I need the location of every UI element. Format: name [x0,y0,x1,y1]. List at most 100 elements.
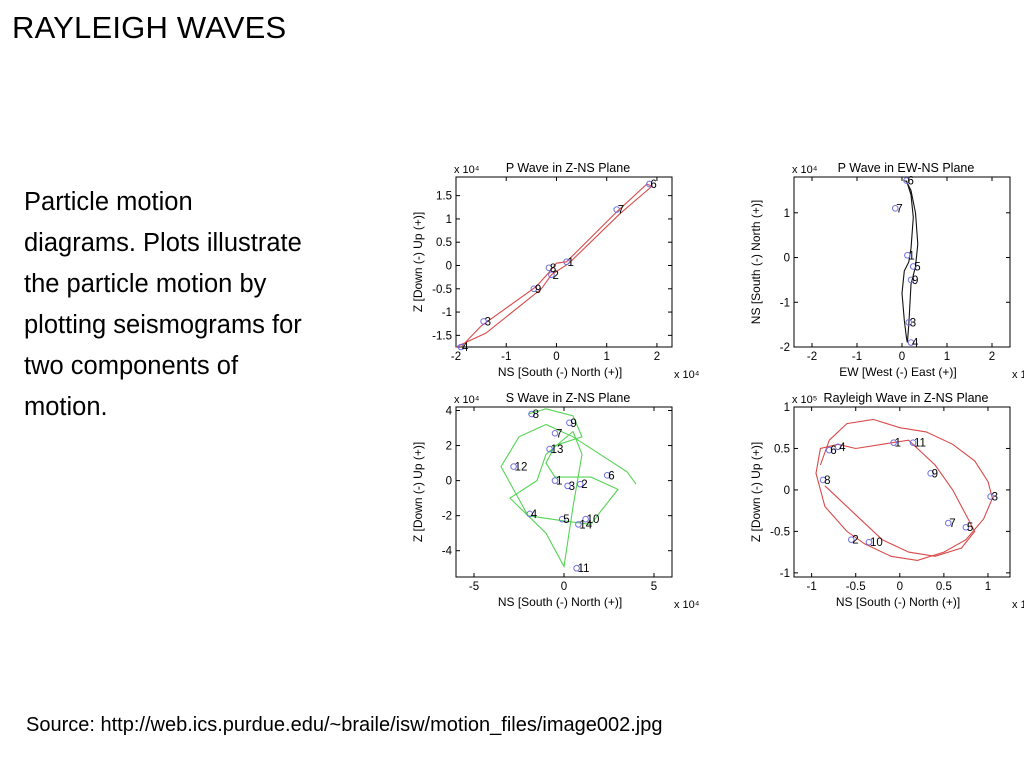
body-line: diagrams. Plots illustrate [24,229,302,257]
data-point [944,519,952,527]
x-tick-label: 0 [561,581,567,593]
data-point [576,480,584,488]
data-label: 9 [912,275,918,287]
data-label: 6 [830,445,836,457]
data-label: 10 [870,537,883,549]
data-label: 7 [949,518,955,530]
x-tick-label: 0 [899,351,905,363]
x-scale-label: x 10⁵ [1012,599,1024,611]
data-point [890,439,897,446]
data-point [566,419,573,427]
data-label: 9 [932,468,938,480]
data-label: 5 [914,261,920,273]
data-label: 1 [556,476,562,488]
data-point [909,263,917,270]
x-tick-label: -2 [451,351,461,363]
data-label: 7 [556,428,562,440]
data-point [905,319,913,326]
x-tick-label: 1 [944,351,950,363]
x-tick-label: 1 [603,351,609,363]
data-label: 3 [485,316,491,328]
y-tick-label: 0 [446,476,452,488]
data-point [848,536,855,543]
body-line: the particle motion by [24,270,267,298]
data-point [613,206,621,213]
series-line [901,180,919,343]
data-label: 2 [581,479,587,491]
data-point [582,515,589,523]
data-point [891,205,899,212]
data-label: 4 [912,338,919,350]
y-axis-label: Z [Down (-) Up (+)] [411,442,425,542]
data-point [480,318,487,325]
data-point [903,177,910,184]
data-point [907,339,915,346]
data-point [819,476,827,484]
chart-rayleigh-wave-z-ns: Rayleigh Wave in Z-NS Plane x 10⁵ -1 -0.5 0 0… [749,391,1024,611]
y-tick-label: 1 [446,214,452,226]
data-point [526,510,534,518]
data-point [546,445,553,453]
series-line [815,418,993,561]
data-label: 7 [896,203,902,215]
data-label: 12 [515,462,528,474]
data-point [825,446,833,454]
y-tick-label: 0 [784,485,790,497]
plot-frame [793,406,1011,578]
data-point [907,276,915,284]
data-point [987,493,994,500]
data-label: 9 [535,284,541,296]
y-tick-label: 0.5 [436,237,452,249]
y-tick-label: -0.5 [770,526,790,538]
chart-title: P Wave in Z-NS Plane [506,161,630,175]
x-tick-label: 5 [651,581,657,593]
data-label: 8 [550,263,556,275]
data-label: 4 [531,509,538,521]
data-point [564,482,571,490]
data-point [528,410,535,418]
data-label: 1 [895,438,901,450]
data-label: 5 [967,522,973,534]
data-label: 1 [908,250,914,262]
y-tick-label: -0.5 [432,284,452,296]
x-tick-label: 0.5 [936,581,952,593]
y-tick-label: 1 [784,402,790,414]
x-tick-label: -1 [501,351,511,363]
data-label: 11 [578,563,590,575]
data-label: 13 [551,444,564,456]
y-axis-label: Z [Down (-) Up (+)] [749,442,763,542]
y-tick-label: 0 [784,253,790,265]
data-label: 6 [650,179,656,191]
x-tick-label: -2 [807,351,817,363]
data-point [530,285,538,293]
data-label: 1 [568,257,574,269]
body-line: motion. [24,393,108,421]
source-citation: Source: http://web.ics.purdue.edu/~brail… [26,714,663,736]
plot-frame [455,176,673,348]
slide-title: RAYLEIGH WAVES [12,10,287,45]
data-point [510,463,517,470]
y-tick-label: -1 [780,297,790,309]
body-line: Particle motion [24,188,193,216]
data-label: 2 [852,535,858,547]
data-label: 4 [462,342,469,354]
x-tick-label: -1 [852,351,862,363]
x-scale-label: x 10⁴ [1012,369,1024,381]
chart-s-wave-z-ns: S Wave in Z-NS Plane x 10⁴ -5 0 5 -4 -2 0 2 4 NS [… [411,391,700,611]
x-scale-label: x 10⁴ [674,599,700,611]
y-axis-label: Z [Down (-) Up (+)] [411,212,425,312]
data-point [563,258,570,266]
data-point [548,271,555,279]
data-point [909,439,917,446]
data-label: 11 [914,438,926,450]
data-label: 3 [910,317,916,329]
x-tick-label: 1 [985,581,991,593]
x-tick-label: 2 [654,351,660,363]
y-tick-label: -1.5 [432,330,452,342]
body-line: plotting seismograms for [24,311,302,339]
data-point [575,521,582,528]
x-axis-label: NS [South (-) North (+)] [498,595,622,609]
y-tick-label: 1.5 [436,191,452,203]
data-point [573,564,580,572]
